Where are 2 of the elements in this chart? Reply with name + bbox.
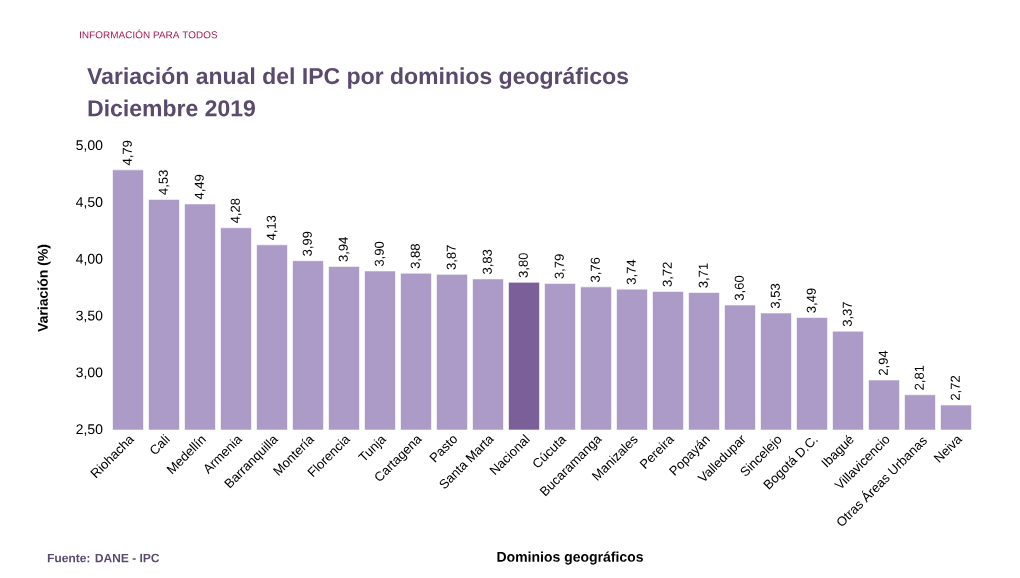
- chart-title: Variación anual del IPC por dominios geográficos: [87, 67, 629, 89]
- chart-subtitle: Diciembre 2019: [88, 99, 255, 117]
